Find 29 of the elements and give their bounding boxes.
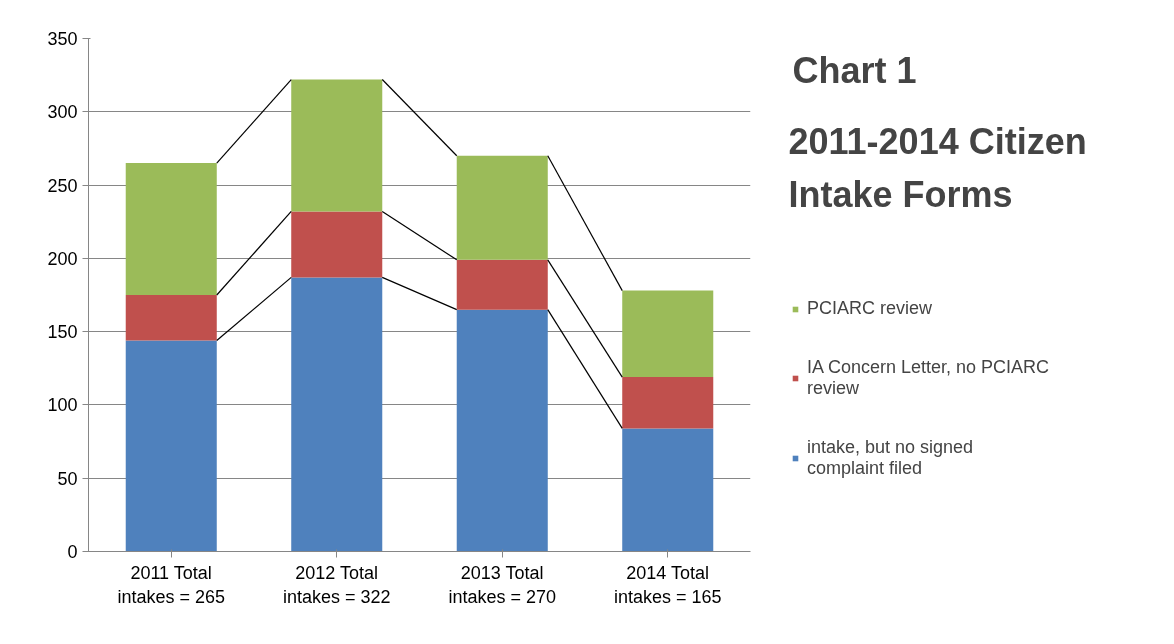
bar — [456, 155, 548, 260]
bar — [456, 259, 548, 310]
bar — [622, 290, 714, 378]
bar — [622, 377, 714, 429]
y-tick-label: 200 — [47, 248, 78, 269]
x-tick-label: 2014 Total intakes = 165 — [613, 562, 722, 607]
bar — [125, 340, 217, 552]
text: Chart 1 — [792, 50, 917, 92]
y-tick-label: 0 — [67, 542, 78, 562]
bar — [291, 277, 383, 552]
text: 2011-2014 Citizen Intake Forms — [788, 121, 1087, 216]
y-tick-label: 350 — [47, 29, 78, 49]
y-tick-label: 100 — [47, 395, 78, 416]
bar — [291, 211, 383, 278]
y-tick-label: 150 — [47, 322, 78, 343]
bar — [125, 163, 217, 295]
legend-label: IA Concern Letter, no PCIARC review — [807, 357, 1050, 399]
y-tick-label: 300 — [47, 102, 78, 123]
bar — [291, 79, 383, 212]
y-tick-label: 50 — [57, 468, 78, 489]
y-tick-label: 250 — [47, 175, 78, 196]
x-tick-label: 2011 Total intakes = 265 — [117, 562, 226, 607]
x-tick-label: 2012 Total intakes = 322 — [282, 562, 391, 607]
x-tick-label: 2013 Total intakes = 270 — [448, 562, 557, 607]
bar — [622, 428, 714, 552]
legend-label: PCIARC review — [807, 298, 933, 319]
bar — [125, 295, 217, 341]
bar — [456, 309, 548, 552]
legend-label: intake, but no signed complaint filed — [807, 437, 974, 479]
